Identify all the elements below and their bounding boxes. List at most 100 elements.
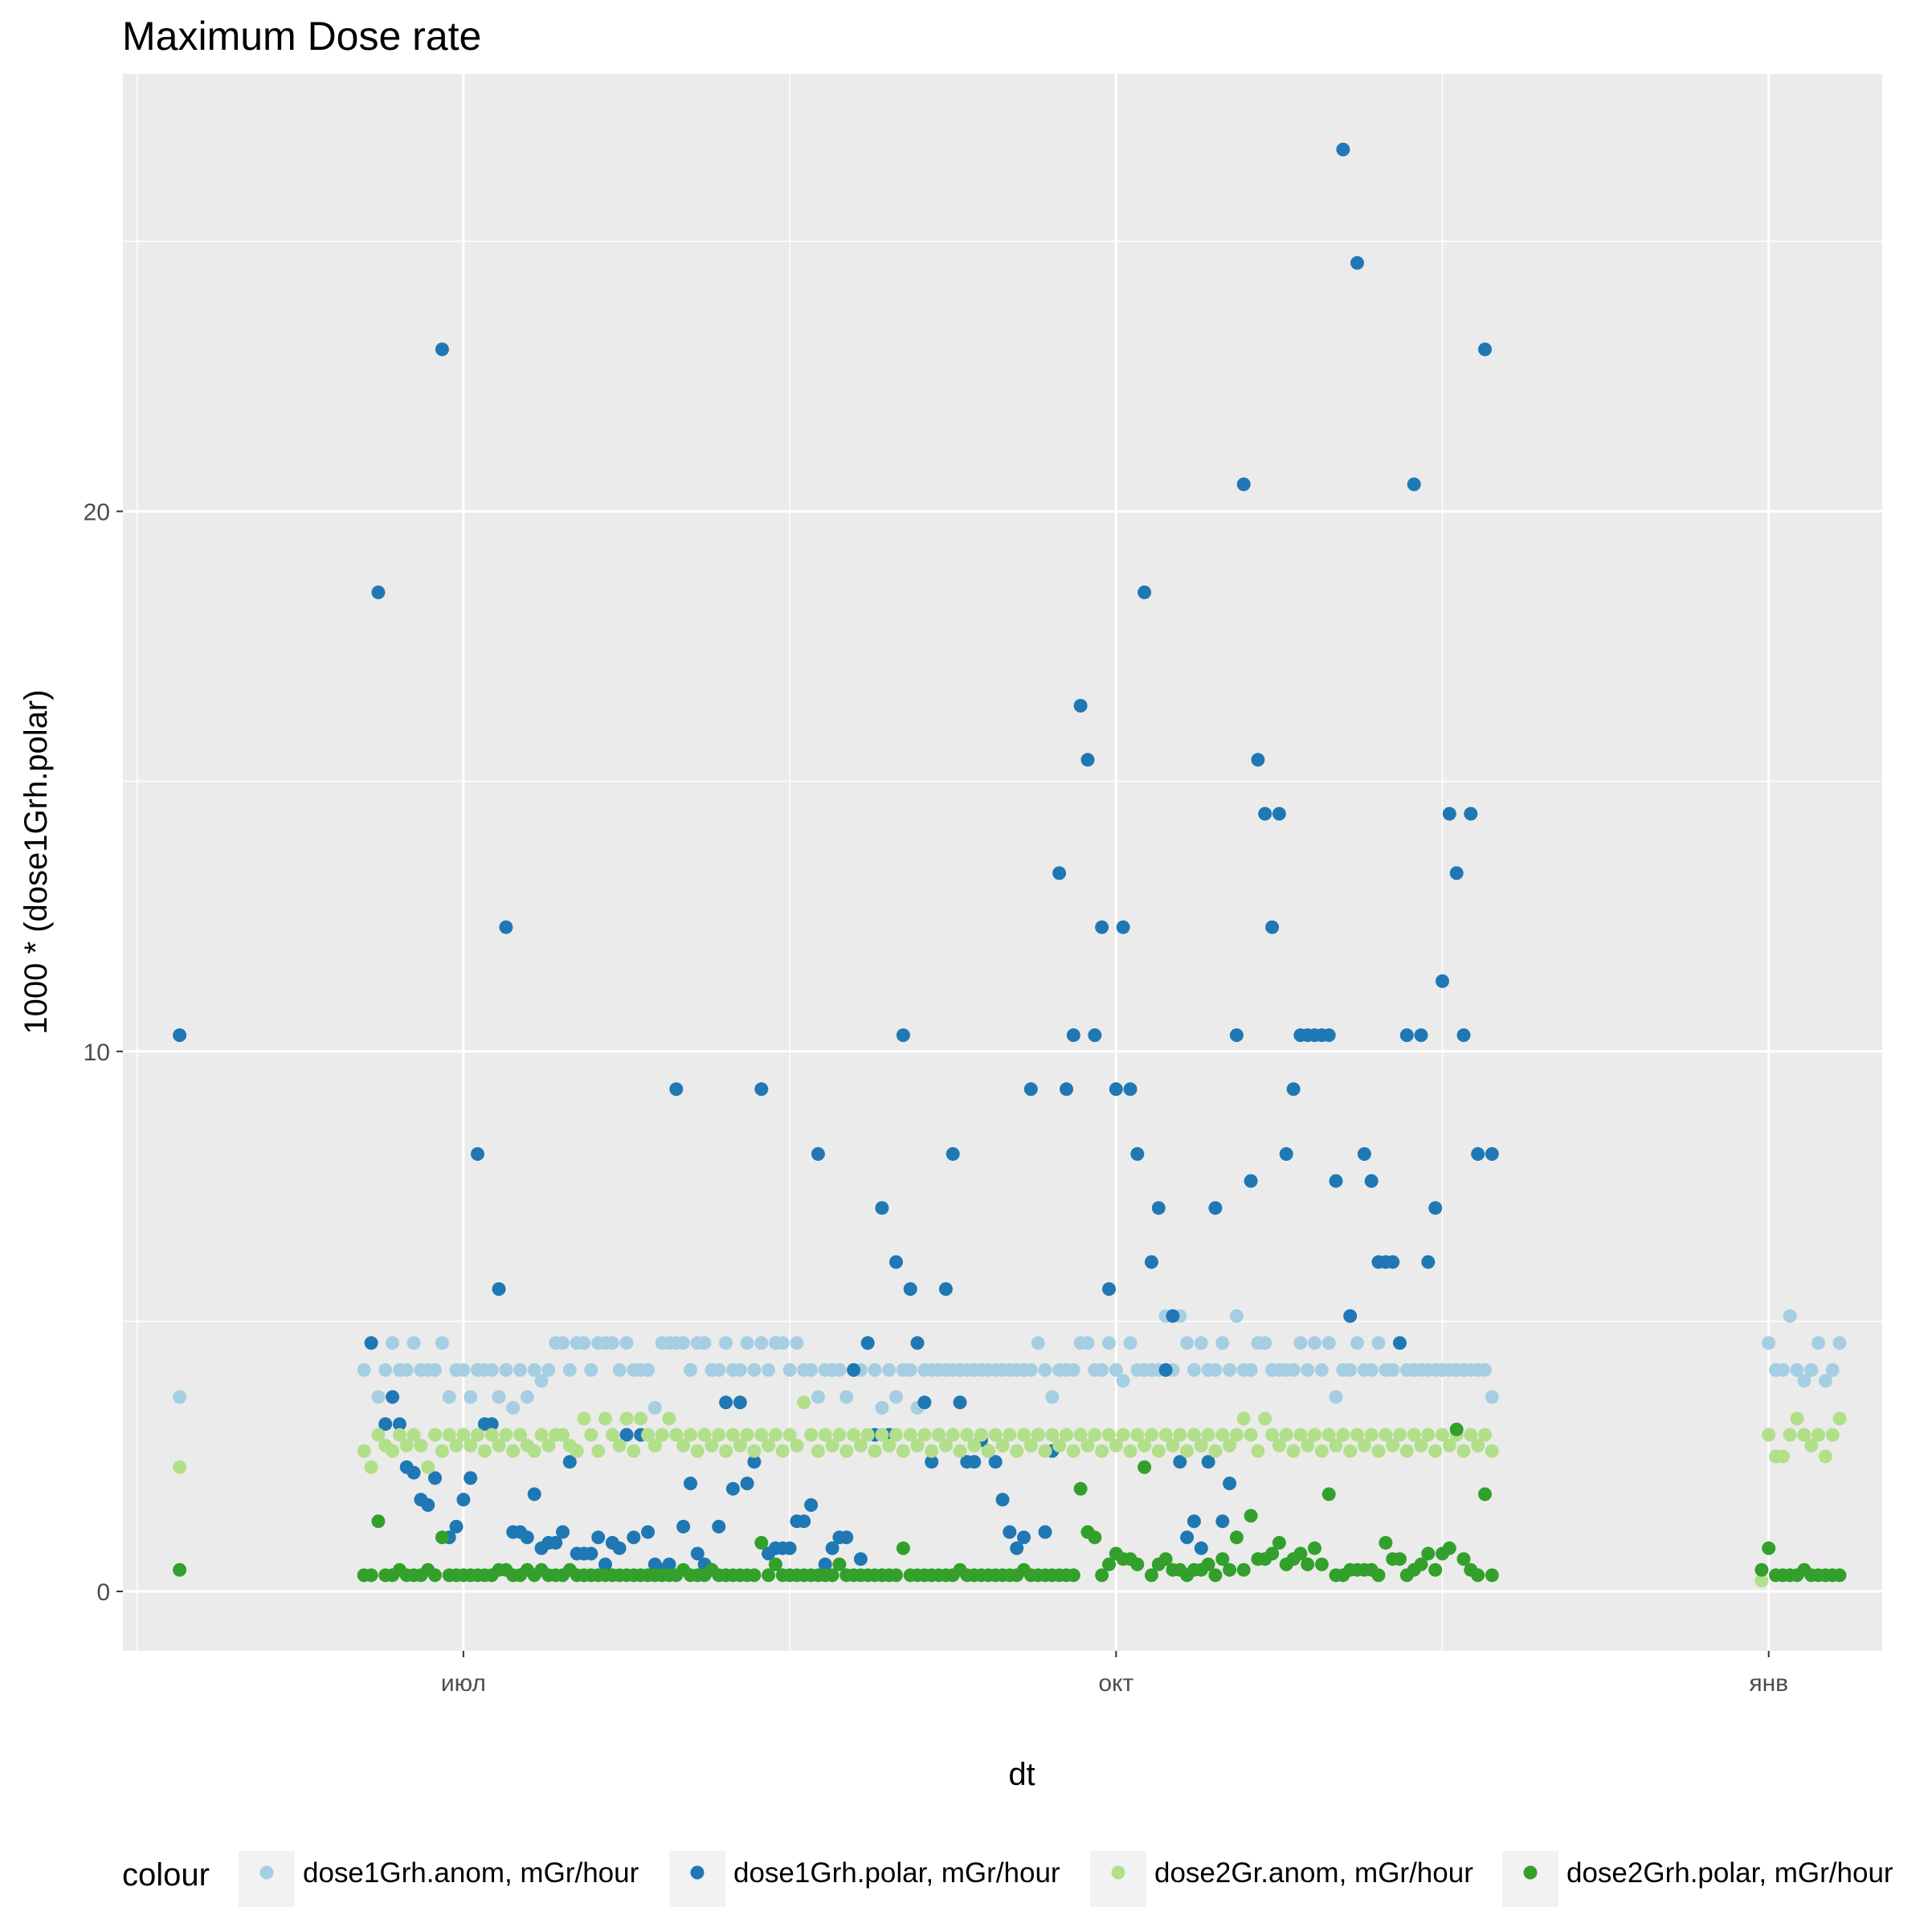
data-point <box>499 1428 513 1442</box>
data-point <box>627 1530 641 1545</box>
data-point <box>868 1362 882 1377</box>
data-point <box>1109 1082 1123 1097</box>
data-point <box>1208 1444 1223 1458</box>
data-point <box>1314 1557 1329 1571</box>
data-point <box>1073 699 1088 713</box>
data-point <box>896 1541 910 1555</box>
data-point <box>1229 1428 1244 1442</box>
data-point <box>1321 1428 1336 1442</box>
data-point <box>527 1444 541 1458</box>
data-point <box>1272 1536 1286 1550</box>
data-point <box>754 1536 769 1550</box>
data-point <box>974 1428 988 1442</box>
data-point <box>1301 1362 1315 1377</box>
data-point <box>513 1362 527 1377</box>
chart-title: Maximum Dose rate <box>122 14 481 59</box>
data-point <box>1329 1174 1343 1188</box>
data-point <box>1138 1439 1152 1452</box>
data-point <box>882 1439 897 1452</box>
data-point <box>938 1282 953 1297</box>
data-point <box>1102 1282 1116 1297</box>
data-point <box>428 1362 442 1377</box>
data-point <box>1393 1552 1407 1566</box>
plot-panel <box>123 74 1882 1651</box>
data-point <box>995 1439 1010 1452</box>
legend-marker <box>690 1865 705 1880</box>
data-point <box>577 1336 591 1350</box>
data-point <box>605 1336 619 1350</box>
data-point <box>1478 1487 1492 1501</box>
data-point <box>1436 974 1449 988</box>
data-point <box>1251 753 1265 767</box>
data-point <box>860 1428 875 1442</box>
data-point <box>598 1411 612 1426</box>
data-point <box>725 1481 740 1496</box>
data-point <box>839 1390 854 1404</box>
data-point <box>1350 1336 1364 1350</box>
data-point <box>946 1147 960 1161</box>
data-point <box>1407 1428 1421 1442</box>
data-point <box>1471 1439 1485 1452</box>
data-point <box>1123 1336 1138 1350</box>
legend-label: dose1Grh.anom, mGr/hour <box>303 1857 639 1889</box>
data-point <box>1215 1552 1230 1566</box>
data-point <box>1456 1028 1471 1043</box>
data-point <box>1102 1336 1116 1350</box>
data-point <box>705 1439 719 1452</box>
data-point <box>747 1568 762 1583</box>
data-point <box>556 1525 570 1539</box>
data-point <box>392 1428 406 1442</box>
data-point <box>1010 1541 1024 1555</box>
x-tick-label: июл <box>441 1670 486 1697</box>
data-point <box>1399 1028 1414 1043</box>
data-point <box>1038 1444 1052 1458</box>
data-point <box>684 1428 697 1442</box>
data-point <box>1215 1514 1230 1529</box>
data-point <box>1116 920 1130 934</box>
data-point <box>449 1439 464 1452</box>
data-point <box>775 1444 790 1458</box>
data-point <box>1456 1552 1471 1566</box>
data-point <box>492 1282 506 1297</box>
data-point <box>768 1428 782 1442</box>
data-point <box>1194 1336 1208 1350</box>
data-point <box>570 1444 584 1458</box>
data-point <box>1251 1444 1265 1458</box>
data-point <box>471 1147 484 1161</box>
data-point <box>1279 1147 1293 1161</box>
data-point <box>591 1444 606 1458</box>
data-point <box>932 1428 946 1442</box>
data-point <box>1293 1546 1308 1561</box>
data-point <box>1364 1174 1379 1188</box>
data-point <box>1130 1428 1145 1442</box>
data-point <box>1194 1439 1208 1452</box>
data-point <box>386 1444 400 1458</box>
data-point <box>1244 1174 1258 1188</box>
data-point <box>740 1336 754 1350</box>
y-tick-label: 20 <box>84 500 110 526</box>
data-point <box>1272 1439 1286 1452</box>
data-point <box>1797 1428 1812 1442</box>
legend-title: colour <box>122 1857 210 1893</box>
data-point <box>1478 1362 1492 1377</box>
data-point <box>541 1362 556 1377</box>
data-point <box>1144 1568 1158 1583</box>
data-point <box>428 1568 442 1583</box>
data-point <box>1308 1541 1321 1555</box>
data-point <box>1343 1444 1358 1458</box>
data-point <box>1158 1362 1173 1377</box>
data-point <box>1379 1536 1393 1550</box>
data-point <box>953 1395 967 1410</box>
data-point <box>1407 477 1421 492</box>
legend-label: dose2Grh.polar, mGr/hour <box>1566 1857 1893 1889</box>
data-point <box>797 1514 811 1529</box>
data-point <box>719 1444 733 1458</box>
data-point <box>1151 1201 1166 1215</box>
data-point <box>1343 1309 1358 1323</box>
data-point <box>520 1530 534 1545</box>
data-point <box>371 585 386 599</box>
data-point <box>357 1444 371 1458</box>
data-point <box>697 1336 712 1350</box>
data-point <box>733 1362 747 1377</box>
